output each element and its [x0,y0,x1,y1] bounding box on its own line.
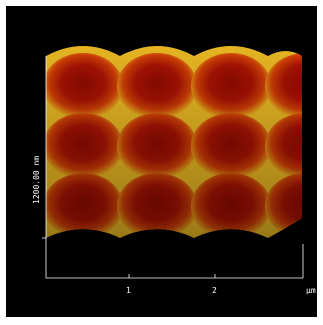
z-axis-label: 1200.00 nm [32,156,41,204]
x-axis-unit: µm [306,286,316,295]
image-frame: 1200.00 nm 1 2 µm [6,6,317,317]
x-tick-label-1: 1 [126,286,131,295]
surface-cell [46,231,123,238]
surface-layer [46,46,302,238]
axes [42,56,304,279]
afm-3d-surface: 1200.00 nm 1 2 µm [32,46,316,295]
surface-cell [191,231,271,238]
x-tick-label-2: 2 [212,286,217,295]
